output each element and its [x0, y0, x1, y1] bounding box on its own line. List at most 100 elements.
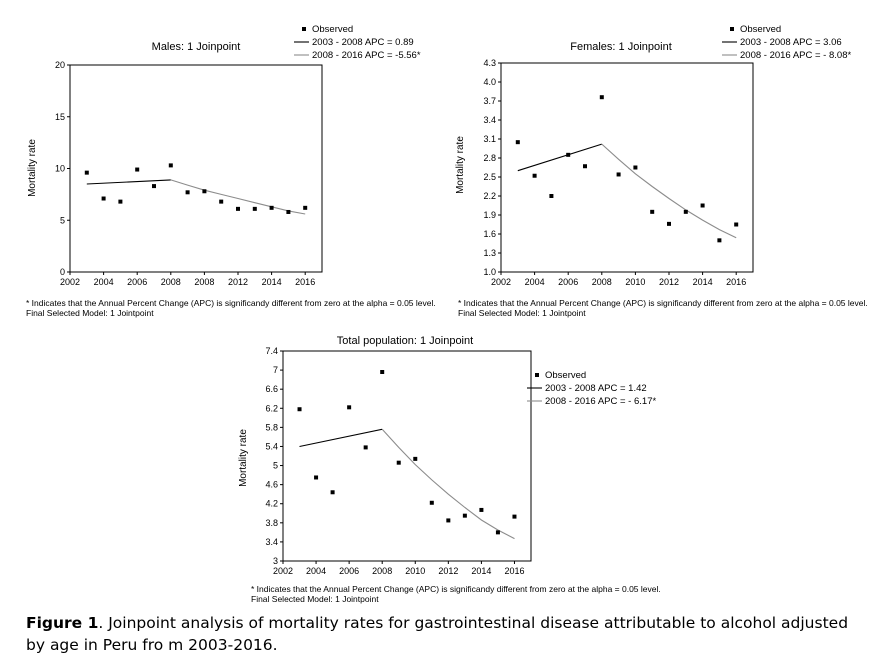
males-observed-point	[303, 205, 308, 210]
total-x-tick-label: 2010	[405, 566, 425, 576]
total-y-tick-label: 5	[273, 461, 278, 471]
total-segment-line-1	[299, 428, 383, 448]
females-y-tick-label: 3.1	[483, 134, 496, 144]
total-footnote-line1: * Indicates that the Annual Percent Chan…	[251, 584, 661, 594]
total-y-tick-label: 5.4	[265, 441, 278, 451]
total-legend-observed-marker	[535, 373, 539, 377]
females-y-tick-label: 4.0	[483, 77, 496, 87]
females-footnote: * Indicates that the Annual Percent Chan…	[458, 298, 868, 318]
females-y-tick-label: 4.3	[483, 58, 496, 68]
total-y-tick-label: 7.4	[265, 346, 278, 356]
total-footnote: * Indicates that the Annual Percent Chan…	[251, 584, 661, 604]
females-y-axis-label: Mortality rate	[455, 136, 466, 194]
females-observed-point	[599, 95, 604, 100]
total-y-axis-label: Mortality rate	[238, 429, 249, 487]
total-x-tick-label: 2002	[273, 566, 293, 576]
females-y-tick-label: 1.3	[483, 248, 496, 258]
females-observed-point	[650, 209, 655, 214]
females-chart-title: Females: 1 Joinpoint	[570, 41, 672, 53]
males-observed-point	[236, 206, 240, 211]
females-chart-svg: Females: 1 Joinpoint Mortality rate 1.0 1.3…	[455, 24, 851, 287]
males-y-axis-label: Mortality rate	[27, 139, 38, 197]
total-y-tick-label: 4.2	[265, 499, 278, 509]
males-chart-title: Males: 1 Joinpoint	[152, 41, 241, 53]
males-observed-point	[252, 206, 257, 211]
females-footnote-line1: * Indicates that the Annual Percent Chan…	[458, 298, 868, 308]
females-legend-segment2-label: 2008 - 2016 APC = - 8.08*	[740, 50, 851, 61]
males-observed-point	[101, 196, 106, 201]
total-chart-svg: Total population: 1 Joinpoint Mortality r…	[238, 335, 656, 576]
females-x-tick-label: 2002	[491, 277, 511, 287]
total-x-tick-label: 2014	[471, 566, 491, 576]
females-y-tick-label: 1.6	[483, 229, 496, 239]
females-legend-segment1-label: 2003 - 2008 APC = 3.06	[740, 37, 842, 48]
males-observed-point	[168, 163, 173, 168]
total-y-tick-label: 3.4	[265, 537, 278, 547]
males-observed-point	[202, 189, 207, 194]
total-x-tick-label: 2004	[306, 566, 326, 576]
males-y-tick-label: 20	[55, 60, 65, 70]
males-y-tick-label: 15	[55, 112, 65, 122]
total-x-tick-label: 2012	[438, 566, 458, 576]
males-legend-observed-marker	[302, 27, 306, 31]
total-y-tick-label: 6.6	[265, 384, 278, 394]
total-observed-point	[512, 514, 517, 519]
total-observed-point	[396, 460, 401, 465]
total-observed-point	[462, 513, 467, 518]
males-segment-line-1	[86, 179, 171, 185]
total-plot-frame	[282, 350, 532, 562]
males-legend-observed-label: Observed	[312, 24, 353, 35]
females-observed-point	[515, 140, 520, 145]
total-legend-observed-label: Observed	[545, 370, 586, 381]
females-observed-point	[734, 222, 739, 227]
males-observed-point	[269, 205, 274, 210]
females-y-tick-label: 1.0	[483, 267, 496, 277]
figure-caption-text: . Joinpoint analysis of mortality rates …	[26, 614, 849, 654]
total-y-tick-label: 4.6	[265, 480, 278, 490]
females-y-tick-label: 1.9	[483, 210, 496, 220]
total-y-tick-label: 3.8	[265, 518, 278, 528]
males-observed-point	[135, 167, 140, 172]
males-observed-point	[118, 199, 123, 204]
males-x-tick-label: 2008	[161, 277, 181, 287]
males-segment-line-2	[170, 179, 306, 215]
females-observed-point	[683, 209, 688, 214]
total-chart: Total population: 1 Joinpoint Mortality r…	[238, 335, 656, 576]
males-y-tick-label: 5	[60, 215, 65, 225]
total-observed-point	[330, 490, 335, 495]
males-x-tick-label: 2002	[60, 277, 80, 287]
males-footnote: * Indicates that the Annual Percent Chan…	[26, 298, 436, 318]
total-observed-point	[363, 445, 368, 450]
females-observed-point	[566, 152, 571, 157]
total-chart-title: Total population: 1 Joinpoint	[337, 335, 473, 347]
figure-caption: Figure 1. Joinpoint analysis of mortalit…	[26, 612, 866, 656]
males-x-tick-label: 2012	[228, 277, 248, 287]
total-observed-point	[446, 518, 451, 523]
females-observed-point	[616, 172, 621, 177]
males-footnote-line1: * Indicates that the Annual Percent Chan…	[26, 298, 436, 308]
females-y-tick-label: 2.2	[483, 191, 496, 201]
females-segment-line-2	[601, 143, 737, 239]
total-x-tick-label: 2008	[372, 566, 392, 576]
males-observed-point	[84, 170, 89, 175]
males-chart-svg: Males: 1 Joinpoint Mortality rate 0 5 10 15 20…	[27, 24, 421, 287]
females-observed-point	[633, 165, 638, 170]
females-y-tick-label: 2.8	[483, 153, 496, 163]
males-y-tick-label: 10	[55, 164, 65, 174]
total-x-tick-label: 2006	[339, 566, 359, 576]
females-observed-point	[583, 164, 587, 169]
males-chart: Males: 1 Joinpoint Mortality rate 0 5 10 15 20…	[0, 0, 440, 300]
total-observed-point	[347, 405, 352, 410]
females-footnote-line2: Final Selected Model: 1 Jointpoint	[458, 308, 586, 318]
males-x-tick-label: 2006	[127, 277, 147, 287]
total-footnote-line2: Final Selected Model: 1 Jointpoint	[251, 594, 379, 604]
females-observed-point	[667, 221, 671, 226]
females-x-tick-label: 2014	[693, 277, 713, 287]
total-legend-segment2-label: 2008 - 2016 APC = - 6.17*	[545, 396, 656, 407]
males-legend-segment1-label: 2003 - 2008 APC = 0.89	[312, 37, 414, 48]
figure-caption-label: Figure 1	[26, 614, 99, 632]
males-x-tick-label: 2008	[194, 277, 214, 287]
females-x-tick-label: 2010	[625, 277, 645, 287]
females-observed-point	[700, 203, 705, 208]
males-observed-point	[219, 199, 224, 204]
